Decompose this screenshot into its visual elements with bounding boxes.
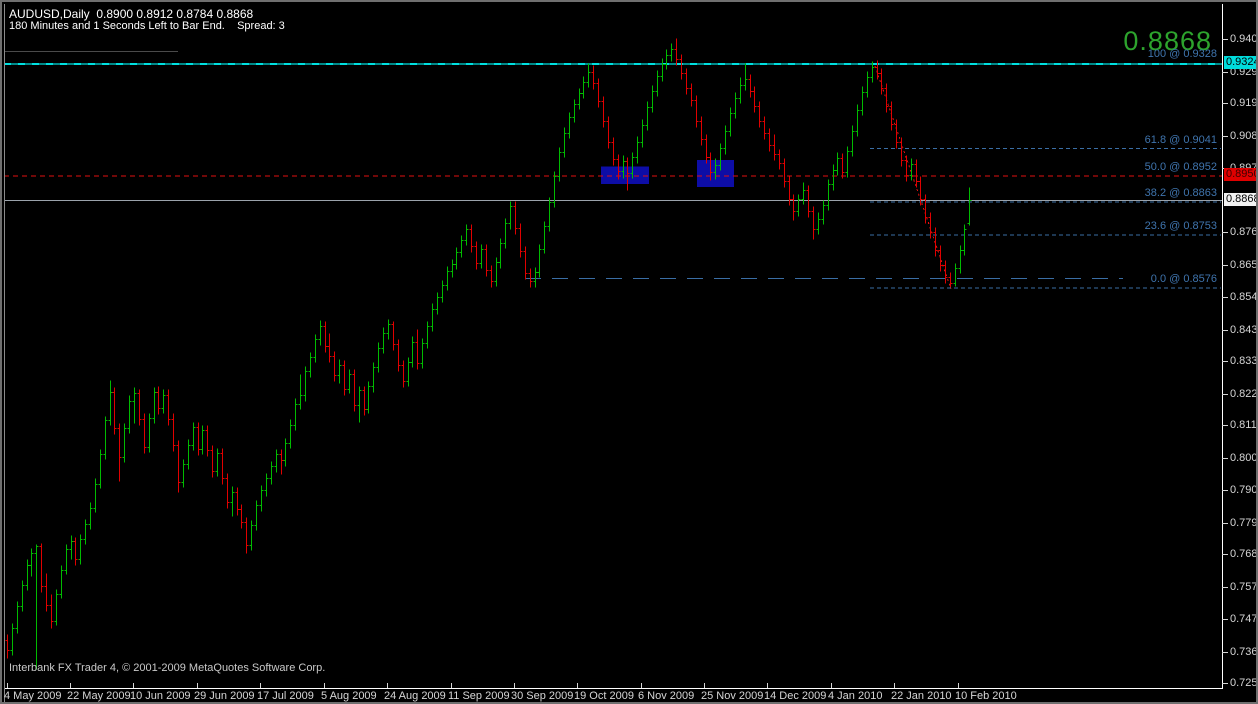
fib-level-label: 50.0 @ 0.8952	[1144, 160, 1217, 173]
price-tick-label: 0.9405	[1230, 33, 1258, 45]
date-label: 4 Jan 2010	[828, 690, 883, 702]
demand-zone-1[interactable]	[601, 166, 649, 184]
fib-level-label: 38.2 @ 0.8863	[1144, 187, 1217, 200]
bull-bars	[10, 43, 972, 670]
date-label: 14 Dec 2009	[764, 690, 827, 702]
price-tick-label: 0.7575	[1230, 581, 1258, 594]
date-label: 17 Jul 2009	[257, 690, 314, 702]
copyright-text: Interbank FX Trader 4, © 2001-2009 MetaQ…	[9, 662, 326, 674]
bear-bars	[5, 38, 953, 659]
date-label: 22 May 2009	[67, 690, 131, 702]
date-label: 22 Jan 2010	[891, 690, 952, 702]
fib-level-label: 23.6 @ 0.8753	[1144, 220, 1217, 233]
current-price-display: 0.8868	[1123, 26, 1212, 56]
date-label: 5 Aug 2009	[321, 690, 377, 702]
red-level-badge: 0.8950	[1224, 168, 1258, 182]
date-label: 10 Jun 2009	[130, 690, 191, 702]
fib-level-label: 0.0 @ 0.8576	[1150, 273, 1217, 286]
price-tick-label: 0.7255	[1230, 677, 1258, 689]
fib-level-label: 61.8 @ 0.9041	[1144, 134, 1217, 147]
fib-level-label: 100 @ 0.9328	[1147, 48, 1217, 61]
red-dotted-trendline	[874, 65, 952, 290]
price-tick-label: 0.8435	[1230, 323, 1258, 336]
date-label: 6 Nov 2009	[638, 690, 695, 702]
price-tick-label: 0.8545	[1230, 290, 1258, 303]
price-tick-label: 0.8115	[1230, 419, 1257, 432]
date-label: 29 Jun 2009	[194, 690, 255, 702]
date-label: 11 Sep 2009	[448, 690, 510, 702]
date-label: 30 Sep 2009	[511, 690, 574, 702]
date-label: 19 Oct 2009	[574, 690, 634, 702]
price-tick-label: 0.8005	[1230, 452, 1258, 465]
date-label: 24 Aug 2009	[384, 690, 446, 702]
price-tick-label: 0.7685	[1230, 548, 1258, 561]
date-label: 10 Feb 2010	[955, 690, 1017, 702]
symbol-ohlc-header: AUDUSD,Daily 0.8900 0.8912 0.8784 0.8868	[9, 7, 254, 21]
cyan-level-badge: 0.9324	[1224, 56, 1258, 70]
date-label: 4 May 2009	[4, 690, 62, 702]
current-price-badge: 0.8868	[1224, 192, 1258, 206]
bar-countdown-status: 180 Minutes and 1 Seconds Left to Bar En…	[9, 20, 285, 32]
date-label: 25 Nov 2009	[701, 690, 764, 702]
